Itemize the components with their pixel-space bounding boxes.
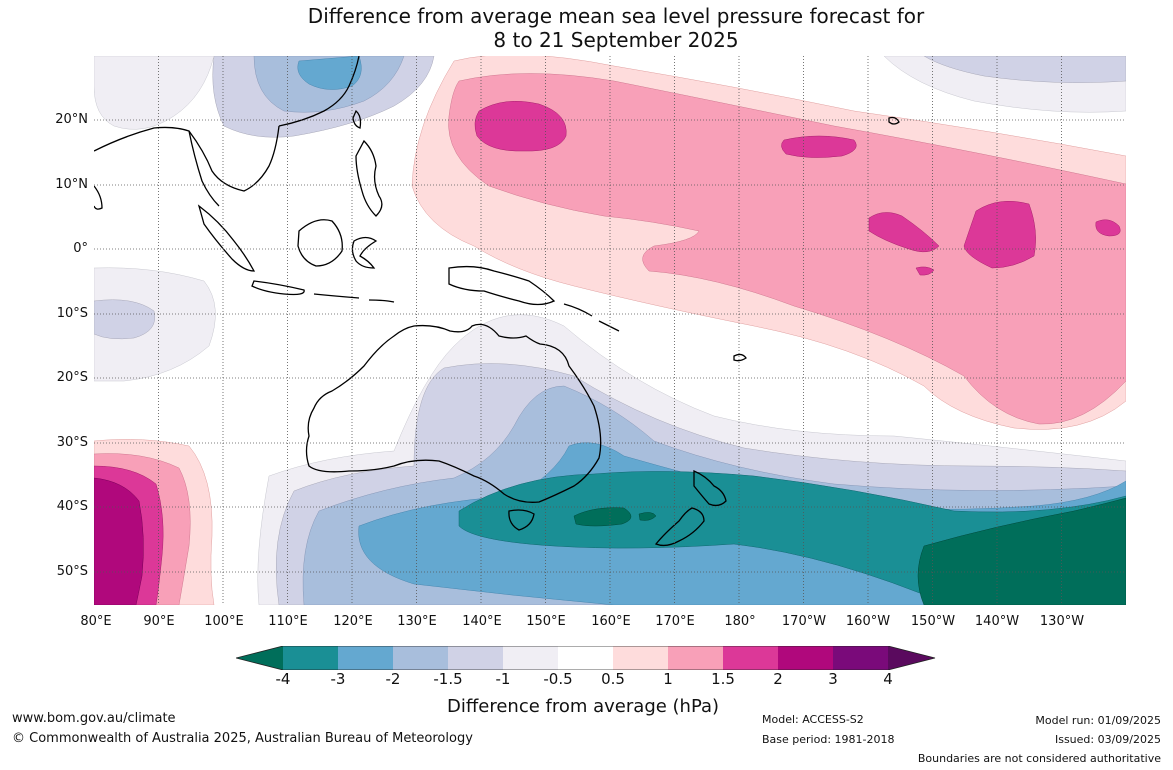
colorbar-segment (833, 646, 888, 670)
lon-label-170w: 170°W (781, 614, 827, 629)
colorbar-tick-label: 3 (828, 670, 838, 688)
colorbar-tick-label: 1 (663, 670, 673, 688)
lat-label-10n: 10°N (55, 177, 88, 192)
model-text: Model: ACCESS-S2 (762, 713, 864, 726)
colorbar-tick-label: -0.5 (543, 670, 573, 688)
tasmania-coast (508, 509, 535, 531)
colorbar-tick-label: -1.5 (433, 670, 463, 688)
anomaly-light-ne (923, 56, 1126, 83)
lon-label-110e: 110°E (268, 614, 308, 629)
colorbar-segment (338, 646, 393, 670)
anomaly-core-pacific-central (781, 135, 857, 158)
anomaly-negative-north-3 (297, 56, 362, 90)
colorbar-tick-label: 1.5 (711, 670, 735, 688)
pressure-anomaly-map (94, 56, 1126, 605)
anomaly-deep-east (917, 497, 1126, 605)
anomaly-core-pacific-nw (474, 100, 567, 152)
colorbar-tick-label: 4 (883, 670, 893, 688)
colorbar-segment (283, 646, 338, 670)
colorbar-outline (236, 646, 936, 670)
colorbar-tick-label: 2 (773, 670, 783, 688)
lon-label-160e: 160°E (591, 614, 631, 629)
lat-label-40s: 40°S (56, 499, 88, 514)
colorbar-segment (558, 646, 613, 670)
chart-title: Difference from average mean sea level p… (0, 4, 1173, 52)
taiwan-coast (352, 109, 362, 129)
malay-peninsula-coast (188, 130, 220, 207)
colorbar-segment (723, 646, 778, 670)
philippines-coast (355, 139, 383, 217)
lesser-sunda-coast (313, 293, 395, 303)
china-coast (278, 56, 360, 127)
borneo-coast (297, 219, 343, 267)
model-run-text: Model run: 01/09/2025 (1035, 714, 1161, 727)
lon-label-130w: 130°W (1039, 614, 1085, 629)
hawaii-coast (888, 116, 900, 125)
map-canvas (94, 56, 1126, 605)
lat-label-10s: 10°S (56, 306, 88, 321)
lat-label-50s: 50°S (56, 564, 88, 579)
copyright-text: © Commonwealth of Australia 2025, Austra… (12, 731, 473, 746)
colorbar-segment (503, 646, 558, 670)
solomon-islands-coast (563, 303, 620, 332)
colorbar (236, 646, 936, 670)
lon-label-150e: 150°E (526, 614, 566, 629)
anomaly-core-pacific-east (963, 200, 1036, 269)
colorbar-tick-label: -4 (275, 670, 291, 688)
anomaly-deep-tasman-1 (573, 507, 632, 527)
anomaly-faint-indian (94, 267, 216, 382)
lon-label-140e: 140°E (462, 614, 502, 629)
sri-lanka-coast (94, 185, 103, 210)
graticule (94, 56, 1126, 605)
anomaly-core-small (915, 266, 935, 276)
colorbar-tick-label: -1 (495, 670, 511, 688)
lon-label-90e: 90°E (143, 614, 175, 629)
lat-label-20n: 20°N (55, 112, 88, 127)
colorbar-segment (778, 646, 833, 670)
lon-label-130e: 130°E (397, 614, 437, 629)
coastlines (94, 56, 900, 547)
se-asia-coast (94, 125, 280, 192)
anomaly-core-pacific-far-east (1095, 219, 1121, 237)
lat-label-30s: 30°S (56, 435, 88, 450)
disclaimer-text: Boundaries are not considered authoritat… (917, 752, 1161, 765)
website-link[interactable]: www.bom.gov.au/climate (12, 711, 176, 726)
lon-label-80e: 80°E (80, 614, 112, 629)
lat-label-20s: 20°S (56, 370, 88, 385)
colorbar-segment (393, 646, 448, 670)
sulawesi-coast (351, 236, 378, 269)
colorbar-tick-label: -2 (385, 670, 401, 688)
base-period-text: Base period: 1981-2018 (762, 733, 895, 746)
lon-label-170e: 170°E (655, 614, 695, 629)
anomaly-core-pacific-equator (868, 212, 940, 253)
anomaly-positive-sw-deep (94, 477, 144, 605)
anomaly-light-indian (94, 299, 156, 340)
lon-label-140w: 140°W (974, 614, 1020, 629)
title-line-1: Difference from average mean sea level p… (307, 4, 925, 28)
fiji-coast (733, 353, 747, 362)
colorbar-segment (448, 646, 503, 670)
issued-text: Issued: 03/09/2025 (1054, 733, 1161, 746)
lat-label-0: 0° (73, 241, 88, 256)
sumatra-coast (197, 204, 256, 272)
new-zealand-coast (654, 470, 727, 547)
new-guinea-coast (448, 265, 556, 306)
colorbar-tick-label: 0.5 (601, 670, 625, 688)
colorbar-tick-label: -3 (330, 670, 346, 688)
lon-label-100e: 100°E (204, 614, 244, 629)
lon-label-120e: 120°E (333, 614, 373, 629)
title-line-2: 8 to 21 September 2025 (493, 28, 739, 52)
lon-label-180: 180° (724, 614, 756, 629)
lon-label-160w: 160°W (845, 614, 891, 629)
colorbar-extend-high (888, 646, 935, 670)
anomaly-faint-tropics (94, 56, 215, 130)
anomaly-deep-tasman-2 (638, 512, 657, 521)
lon-label-150w: 150°W (910, 614, 956, 629)
colorbar-extend-low (236, 646, 283, 670)
australia-coast (305, 323, 602, 503)
java-coast (251, 280, 305, 296)
colorbar-label: Difference from average (hPa) (447, 696, 720, 717)
colorbar-segment (668, 646, 723, 670)
colorbar-segment (613, 646, 668, 670)
